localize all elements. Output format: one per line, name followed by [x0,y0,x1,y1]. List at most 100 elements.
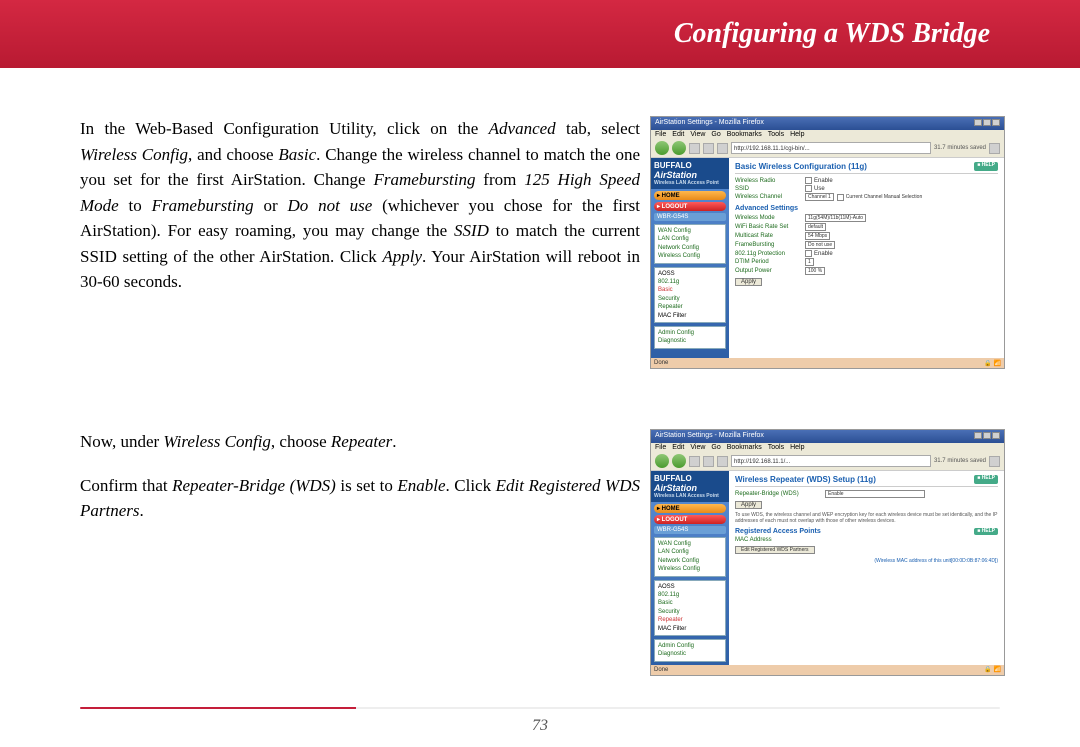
nav-basic[interactable]: Basic [658,599,722,607]
stop-icon[interactable] [703,143,714,154]
label-channel: Wireless Channel [735,194,805,200]
back-icon[interactable] [655,454,669,468]
select-framebursting[interactable]: Do not use [805,241,835,249]
apply-button[interactable]: Apply [735,278,762,286]
nav-80211g[interactable]: 802.11g [658,278,722,286]
nav-security[interactable]: Security [658,295,722,303]
select-channel[interactable]: Channel 1 [805,193,834,201]
label-dtim: DTIM Period [735,259,805,265]
text-italic: Wireless Config [163,432,271,451]
nav-lan[interactable]: LAN Config [658,548,722,556]
brand-logo: BUFFALO AirStation Wireless LAN Access P… [651,158,729,189]
value-protection: Enable [814,251,833,257]
label-radio: Wireless Radio [735,178,805,184]
home-button[interactable]: ▸ HOME [654,191,726,200]
select-rate[interactable]: default [805,223,826,231]
back-icon[interactable] [655,141,669,155]
nav-box-2: AOSS 802.11g Basic Security Repeater MAC… [654,580,726,636]
menu-bookmarks[interactable]: Bookmarks [727,131,762,138]
help-button[interactable]: ■ HELP [974,475,998,484]
status-icons: 🔒 📶 [984,360,1001,367]
window-buttons[interactable] [973,119,1000,128]
text: . Click [446,476,496,495]
nav-network[interactable]: Network Config [658,557,722,565]
nav-diagnostic[interactable]: Diagnostic [658,337,722,345]
checkbox-icon[interactable] [805,250,812,257]
reload-icon[interactable] [689,456,700,467]
logout-button[interactable]: ▸ LOGOUT [654,202,726,211]
label-multicast: Multicast Rate [735,233,805,239]
checkbox-icon[interactable] [805,185,812,192]
menu-help[interactable]: Help [790,131,804,138]
page-number: 73 [0,717,1080,735]
nav-basic[interactable]: Basic [658,286,722,294]
nav-aoss[interactable]: AOSS [658,270,722,278]
menu-edit[interactable]: Edit [672,131,684,138]
checkbox-icon[interactable] [837,194,844,201]
nav-wireless[interactable]: Wireless Config [658,565,722,573]
reload-icon[interactable] [689,143,700,154]
nav-macfilter[interactable]: MAC Filter [658,312,722,320]
text-italic: Apply [382,247,422,266]
content-area: In the Web-Based Configuration Utility, … [0,68,1080,736]
menu-bookmarks[interactable]: Bookmarks [727,444,762,451]
menu-file[interactable]: File [655,131,666,138]
nav-diagnostic[interactable]: Diagnostic [658,650,722,658]
throbber-icon [989,143,1000,154]
nav-network[interactable]: Network Config [658,244,722,252]
status-bar: Done 🔒 📶 [651,358,1004,368]
edit-wds-partners-button[interactable]: Edit Registered WDS Partners [735,546,815,554]
select-mode[interactable]: 11g(54M)/11b(11M)-Auto [805,214,866,222]
nav-80211g[interactable]: 802.11g [658,591,722,599]
menu-view[interactable]: View [690,131,705,138]
nav-wireless[interactable]: Wireless Config [658,252,722,260]
nav-repeater[interactable]: Repeater [658,616,722,624]
sidebar: BUFFALO AirStation Wireless LAN Access P… [651,471,729,665]
menu-file[interactable]: File [655,444,666,451]
menu-view[interactable]: View [690,444,705,451]
forward-icon[interactable] [672,141,686,155]
home-icon[interactable] [717,456,728,467]
nav-box-3: Admin Config Diagnostic [654,639,726,662]
browser-toolbar: http://192.168.11.1/cgi-bin/... 31.7 min… [651,139,1004,158]
menu-go[interactable]: Go [711,131,720,138]
nav-lan[interactable]: LAN Config [658,235,722,243]
home-icon[interactable] [717,143,728,154]
browser-menubar[interactable]: File Edit View Go Bookmarks Tools Help [651,443,1004,452]
help-button[interactable]: ■ HELP [974,528,998,535]
stop-icon[interactable] [703,456,714,467]
menu-tools[interactable]: Tools [768,444,784,451]
home-button[interactable]: ▸ HOME [654,504,726,513]
select-repeater-bridge[interactable]: Enable [825,490,925,498]
brand-logo: BUFFALO AirStation Wireless LAN Access P… [651,471,729,502]
nav-macfilter[interactable]: MAC Filter [658,625,722,633]
menu-go[interactable]: Go [711,444,720,451]
nav-admin[interactable]: Admin Config [658,642,722,650]
logout-button[interactable]: ▸ LOGOUT [654,515,726,524]
section-1: In the Web-Based Configuration Utility, … [80,116,1000,369]
browser-menubar[interactable]: File Edit View Go Bookmarks Tools Help [651,130,1004,139]
forward-icon[interactable] [672,454,686,468]
nav-wan[interactable]: WAN Config [658,227,722,235]
wds-note: To use WDS, the wireless channel and WEP… [735,512,998,524]
tagline: Wireless LAN Access Point [654,180,726,186]
menu-edit[interactable]: Edit [672,444,684,451]
nav-wan[interactable]: WAN Config [658,540,722,548]
menu-tools[interactable]: Tools [768,131,784,138]
checkbox-icon[interactable] [805,177,812,184]
text-italic: Wireless Config [80,145,188,164]
nav-aoss[interactable]: AOSS [658,583,722,591]
address-bar[interactable]: http://192.168.11.1/... [731,455,931,467]
nav-admin[interactable]: Admin Config [658,329,722,337]
address-bar[interactable]: http://192.168.11.1/cgi-bin/... [731,142,931,154]
help-button[interactable]: ■ HELP [974,162,998,171]
window-buttons[interactable] [973,432,1000,441]
select-multicast[interactable]: 54 Mbps [805,232,830,240]
nav-repeater[interactable]: Repeater [658,303,722,311]
apply-button[interactable]: Apply [735,501,762,509]
nav-security[interactable]: Security [658,608,722,616]
screenshot-2: AirStation Settings - Mozilla Firefox Fi… [650,429,1005,676]
select-power[interactable]: 100 % [805,267,825,275]
input-dtim[interactable]: 1 [805,258,814,266]
menu-help[interactable]: Help [790,444,804,451]
